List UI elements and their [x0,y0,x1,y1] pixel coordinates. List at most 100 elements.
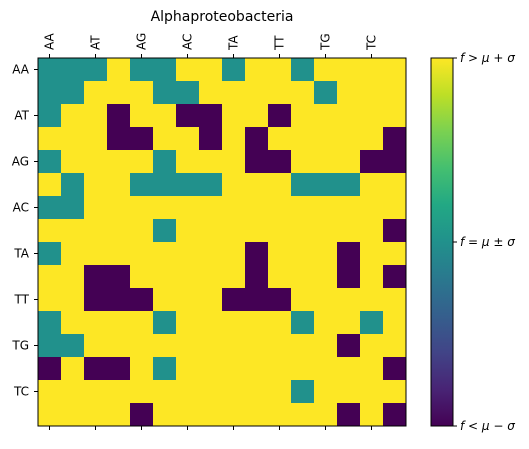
heatmap-cell [314,380,338,404]
heatmap-cell [84,334,108,358]
heatmap-cell [153,242,177,266]
heatmap-cell [84,81,108,105]
heatmap-cell [245,219,269,243]
heatmap-cell [360,219,384,243]
heatmap-cell [314,311,338,335]
heatmap-cell [38,173,62,197]
colorbar-tick-label: f = μ ± σ [460,235,515,249]
heatmap-cell [268,311,292,335]
heatmap-cell [61,242,85,266]
heatmap-cell [245,58,269,82]
heatmap-cell [268,196,292,220]
heatmap-cell [222,219,246,243]
heatmap-cell [130,104,154,128]
heatmap-cell [153,219,177,243]
heatmap-cell [176,380,200,404]
x-tick-label: TG [319,33,333,51]
heatmap-cell [268,150,292,174]
heatmap-cell [107,58,131,82]
heatmap-cell [153,127,177,151]
heatmap-cell [268,242,292,266]
heatmap-cell [107,127,131,151]
x-tick-label: AC [181,34,195,50]
heatmap-cell [314,104,338,128]
heatmap-cell [199,81,223,105]
heatmap-cell [130,173,154,197]
heatmap-cell [107,173,131,197]
heatmap-cell [268,380,292,404]
heatmap-cell [199,380,223,404]
heatmap-cell [61,357,85,381]
heatmap-cell [314,58,338,82]
heatmap-cell [199,196,223,220]
heatmap-cell [245,104,269,128]
heatmap-cell [199,265,223,289]
heatmap-cell [153,150,177,174]
heatmap-cell [268,104,292,128]
heatmap-cell [153,311,177,335]
heatmap-cell [61,81,85,105]
heatmap-cell [176,265,200,289]
heatmap-cell [245,334,269,358]
heatmap-cell [61,265,85,289]
heatmap-cell [245,357,269,381]
heatmap-cell [360,196,384,220]
heatmap-cell [38,58,62,82]
colorbar-ticks: f < μ − σ f = μ ± σ f > μ + σ [453,51,515,433]
heatmap-cell [222,311,246,335]
heatmap-cell [337,58,361,82]
heatmap-cell [314,334,338,358]
heatmap-cell [291,81,315,105]
y-tick-label: AG [12,155,29,169]
y-tick-label: TC [13,385,29,399]
heatmap-cell [222,58,246,82]
heatmap-cell [291,219,315,243]
y-tick-label: AT [14,109,29,123]
heatmap-cell [61,219,85,243]
heatmap-cell [222,357,246,381]
heatmap-cell [130,150,154,174]
heatmap-cell [268,357,292,381]
heatmap-cell [337,288,361,312]
heatmap-cell [84,150,108,174]
heatmap-cell [268,219,292,243]
heatmap-cell [291,242,315,266]
heatmap-cell [360,127,384,151]
heatmap-cell [360,403,384,427]
heatmap-cell [107,334,131,358]
heatmap-cell [130,81,154,105]
heatmap-cell [176,219,200,243]
heatmap-cell [268,81,292,105]
heatmap-cell [360,150,384,174]
heatmap-cell [383,58,407,82]
heatmap-cell [130,334,154,358]
heatmap-cell [383,311,407,335]
heatmap-cell [314,150,338,174]
x-tick-label: TA [227,35,241,51]
heatmap-cell [107,196,131,220]
heatmap-cell [107,104,131,128]
heatmap-cell [245,380,269,404]
heatmap-cell [130,265,154,289]
heatmap-cell [337,403,361,427]
heatmap-cell [61,58,85,82]
x-axis: AA AT AG AC TA TT TG TC [43,32,379,430]
heatmap-cell [38,219,62,243]
heatmap-cell [176,403,200,427]
colorbar-tick-label: f < μ − σ [460,419,515,433]
heatmap-cell [360,104,384,128]
heatmap-cell [268,288,292,312]
heatmap-cell [222,265,246,289]
heatmap-cell [337,219,361,243]
heatmap-cell [107,150,131,174]
heatmap-cell [61,403,85,427]
heatmap-cell [268,265,292,289]
heatmap-cell [268,58,292,82]
heatmap-cell [153,265,177,289]
heatmap-cell [245,288,269,312]
heatmap-cell [176,288,200,312]
heatmap-cell [61,150,85,174]
heatmap-cell [383,81,407,105]
heatmap-cell [291,104,315,128]
heatmap-cell [61,311,85,335]
